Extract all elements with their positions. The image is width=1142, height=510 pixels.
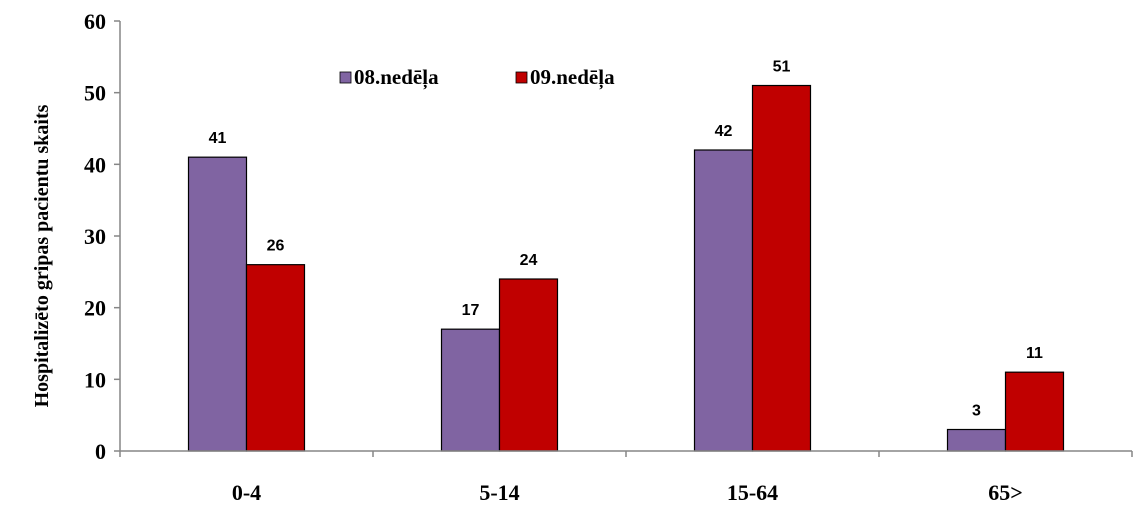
y-axis-title: Hospitalizēto gripas pacientu skaits: [31, 104, 53, 407]
y-axis: 0 10 20 30 40 50 60: [84, 9, 121, 464]
y-tick-label: 40: [84, 152, 106, 177]
y-tick-label: 50: [84, 81, 106, 106]
bar-series1: [440, 328, 501, 452]
data-label: 11: [1026, 345, 1043, 362]
bar-series2: [498, 278, 559, 452]
y-tick-label: 60: [84, 9, 106, 34]
data-labels: 41 26 17 24 42 51 3 11: [209, 59, 1043, 420]
bar-series1: [693, 149, 754, 452]
bars: [187, 84, 1065, 452]
x-category-label: 5-14: [479, 480, 519, 505]
data-label: 41: [209, 130, 227, 147]
y-tick-label: 0: [95, 439, 106, 464]
legend-swatch: [339, 71, 352, 84]
data-label: 17: [462, 302, 480, 319]
y-tick-label: 10: [84, 367, 106, 392]
legend-swatch: [515, 71, 528, 84]
data-label: 3: [972, 403, 981, 420]
data-label: 42: [715, 123, 733, 140]
x-category-label: 0-4: [232, 480, 261, 505]
bar-series2: [1004, 371, 1065, 452]
x-axis: 0-4 5-14 15-64 65>: [119, 450, 1133, 505]
legend-label: 08.nedēļa: [354, 65, 439, 90]
data-label: 51: [773, 59, 791, 76]
y-tick-label: 20: [84, 296, 106, 321]
legend: 08.nedēļa 09.nedēļa: [339, 65, 615, 90]
bar-series2: [245, 264, 306, 452]
bar-series1: [946, 428, 1007, 452]
x-category-label: 65>: [988, 480, 1023, 505]
y-tick-label: 30: [84, 224, 106, 249]
legend-label: 09.nedēļa: [530, 65, 615, 90]
x-category-label: 15-64: [727, 480, 778, 505]
bar-series2: [751, 84, 812, 452]
bar-series1: [187, 156, 248, 452]
data-label: 26: [267, 238, 285, 255]
data-label: 24: [520, 252, 538, 269]
